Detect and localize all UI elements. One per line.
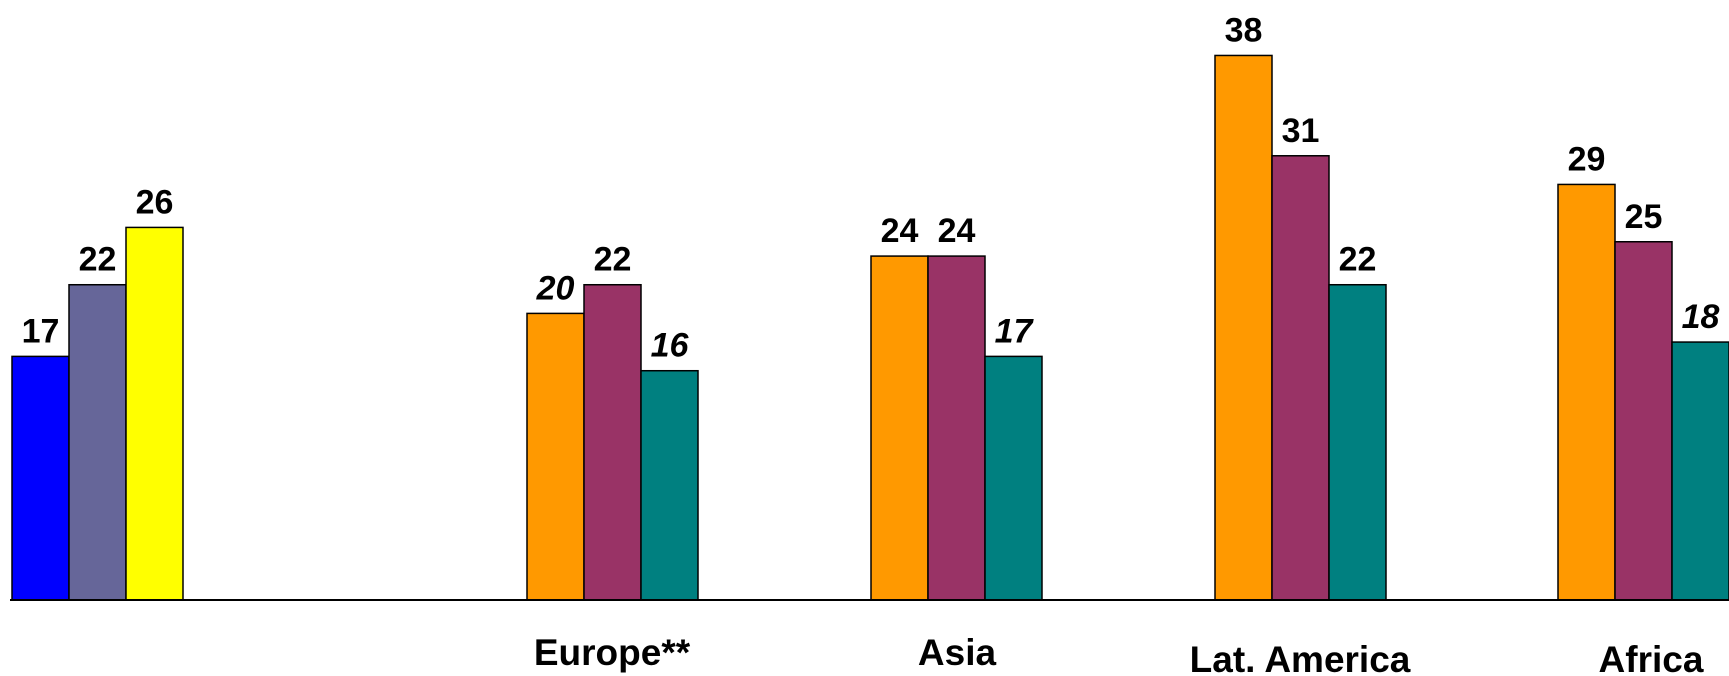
data-label-2-3: 16 <box>651 327 690 365</box>
data-label-2-2: 22 <box>594 241 632 279</box>
bar-5-1 <box>1557 183 1616 601</box>
bar-4-3 <box>1328 283 1387 601</box>
bar-2-3 <box>640 369 699 601</box>
bar-2-2 <box>583 283 642 601</box>
data-label-5-1: 29 <box>1568 140 1606 178</box>
data-label-3-1: 24 <box>881 212 919 250</box>
bars-layer <box>11 54 1729 601</box>
data-label-4-2: 31 <box>1282 112 1320 150</box>
bar-1-1 <box>11 355 70 601</box>
bar-5-3 <box>1671 341 1729 601</box>
bar-3-2 <box>927 255 986 601</box>
data-label-5-3: 18 <box>1682 298 1720 336</box>
labels-layer: 17 22 26 20 22 16 Europe** 24 24 17 Asia 38 31 22 Lat.… <box>22 11 1720 676</box>
data-label-3-2: 24 <box>938 212 976 250</box>
bar-1-3 <box>125 226 184 601</box>
category-label-2: Europe** <box>534 632 691 673</box>
bar-3-3 <box>984 355 1043 601</box>
data-label-2-1: 20 <box>536 269 575 307</box>
data-label-4-1: 38 <box>1225 11 1263 49</box>
category-label-5: Africa <box>1599 639 1704 676</box>
bar-3-1 <box>870 255 929 601</box>
data-label-1-3: 26 <box>136 183 174 221</box>
data-label-4-3: 22 <box>1339 241 1377 279</box>
category-label-3: Asia <box>918 632 997 673</box>
category-label-4: Lat. America <box>1190 639 1411 676</box>
bar-1-2 <box>68 283 127 601</box>
bar-4-2 <box>1271 155 1330 601</box>
data-label-1-1: 17 <box>22 312 60 350</box>
data-label-1-2: 22 <box>79 241 117 279</box>
data-label-5-2: 25 <box>1625 198 1663 236</box>
data-label-3-3: 17 <box>995 312 1035 350</box>
bar-4-1 <box>1214 54 1273 601</box>
bar-5-2 <box>1614 241 1673 601</box>
bar-2-1 <box>526 312 585 601</box>
